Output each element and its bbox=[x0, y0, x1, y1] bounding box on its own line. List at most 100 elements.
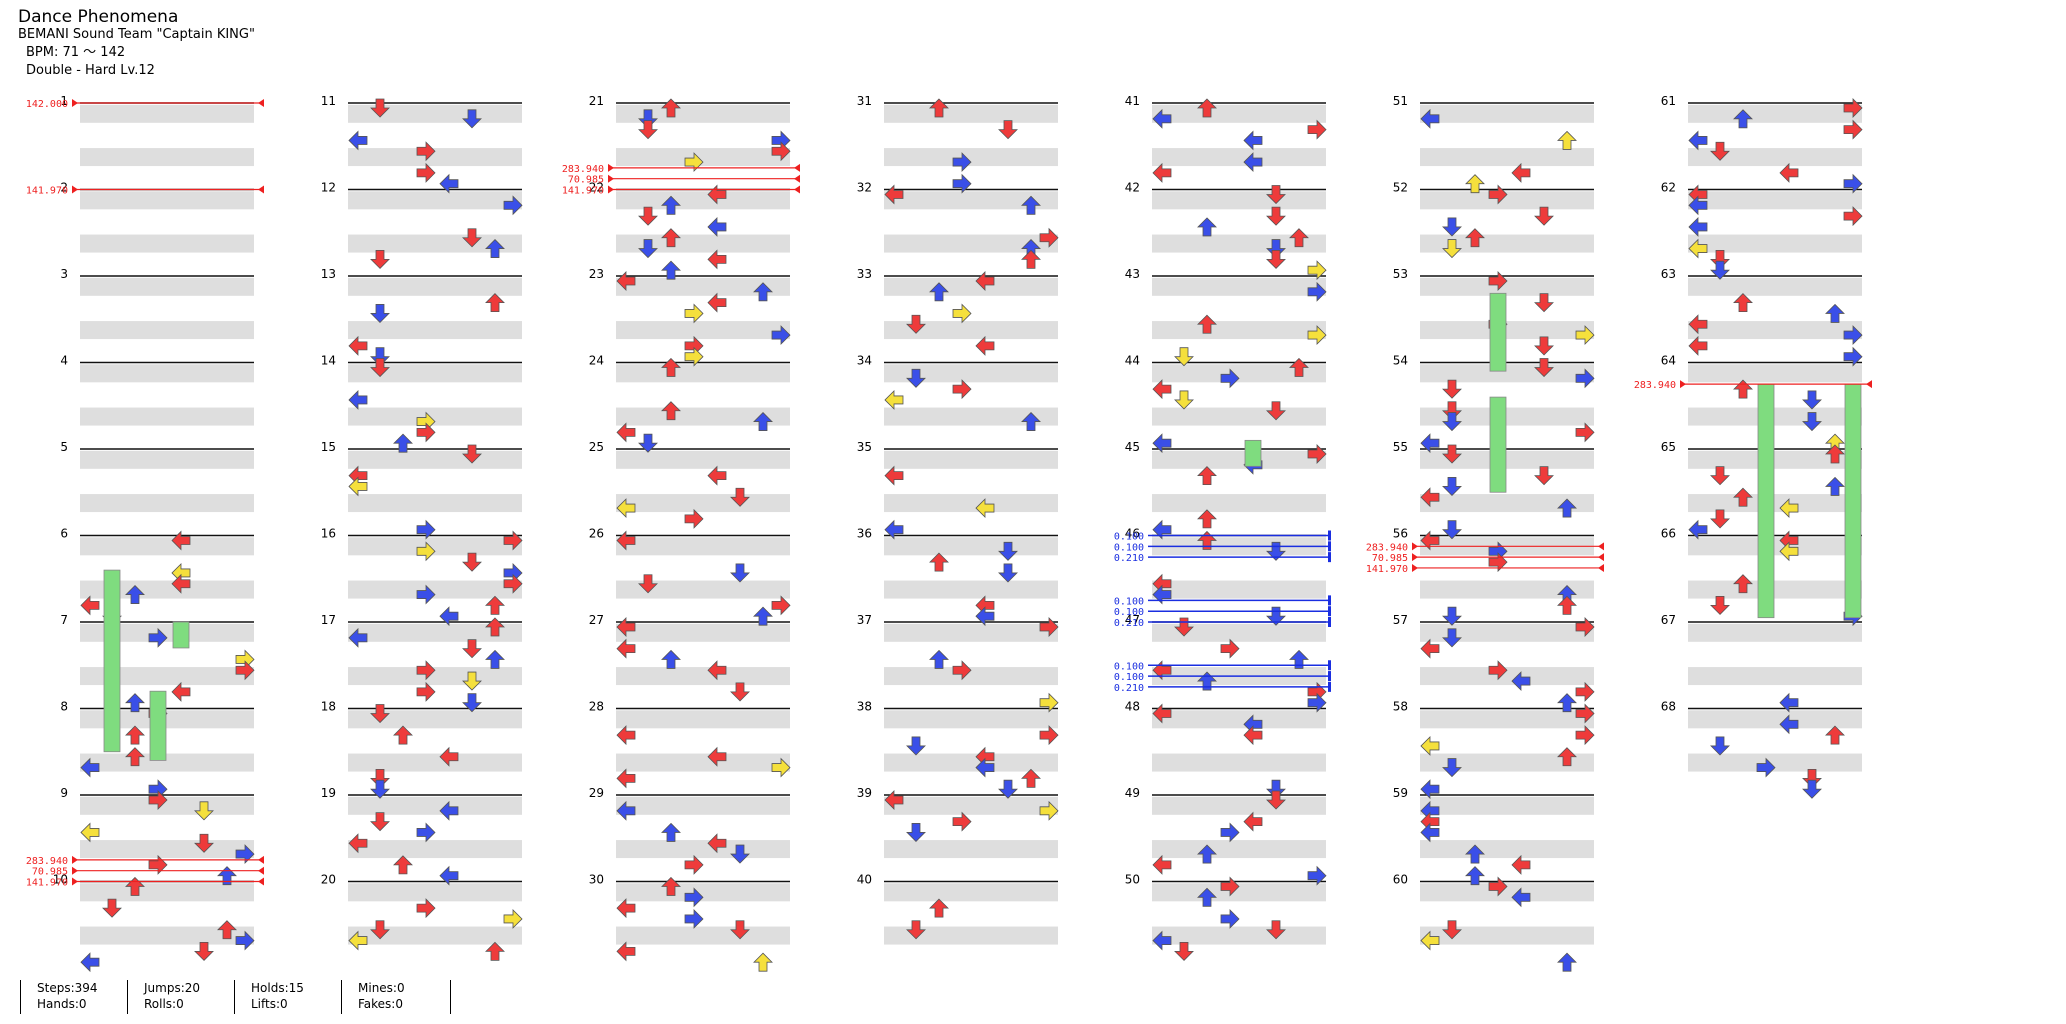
beat-stripe bbox=[1688, 710, 1862, 729]
measure-number: 13 bbox=[321, 267, 336, 281]
arrow-icon bbox=[1021, 411, 1041, 431]
beat-stripe bbox=[616, 840, 790, 859]
arrow-icon bbox=[148, 627, 168, 648]
arrow-icon bbox=[1152, 433, 1172, 454]
beat-stripe bbox=[884, 926, 1058, 945]
beat-stripe bbox=[616, 494, 790, 513]
arrow-icon bbox=[1465, 844, 1485, 864]
freeze-arrow-icon bbox=[172, 621, 190, 649]
bpm-change-label: 70.985 bbox=[32, 867, 68, 878]
arrow-icon bbox=[348, 476, 368, 497]
arrow-icon bbox=[616, 498, 636, 519]
arrow-icon bbox=[730, 682, 750, 702]
beat-stripe bbox=[1420, 407, 1594, 426]
rolls-count: Rolls:0 bbox=[144, 997, 184, 1011]
arrow-icon bbox=[1534, 206, 1554, 226]
measure-number: 48 bbox=[1125, 700, 1140, 714]
arrow-icon bbox=[1197, 509, 1217, 529]
measure-number: 42 bbox=[1125, 181, 1140, 195]
arrow-icon bbox=[661, 195, 681, 215]
measure-number: 65 bbox=[1661, 440, 1676, 454]
arrow-icon bbox=[661, 876, 681, 896]
arrow-icon bbox=[1779, 714, 1799, 735]
arrow-icon bbox=[684, 887, 704, 908]
arrow-icon bbox=[462, 109, 482, 129]
beat-stripe bbox=[884, 321, 1058, 340]
beat-stripe bbox=[884, 104, 1058, 123]
arrow-icon bbox=[439, 865, 459, 886]
arrow-icon bbox=[707, 833, 727, 854]
beat-stripe bbox=[1152, 623, 1326, 642]
beat-stripe bbox=[80, 364, 254, 383]
arrow-icon bbox=[416, 519, 436, 540]
stop-label: 0.100 bbox=[1114, 607, 1144, 618]
arrow-icon bbox=[1557, 130, 1577, 150]
beat-stripe bbox=[1420, 234, 1594, 253]
arrow-icon bbox=[80, 595, 100, 616]
beat-stripe bbox=[80, 883, 254, 902]
beat-stripe bbox=[348, 710, 522, 729]
arrow-icon bbox=[1557, 693, 1577, 713]
beat-stripe bbox=[80, 926, 254, 945]
arrow-icon bbox=[616, 530, 636, 551]
arrow-icon bbox=[929, 649, 949, 669]
arrow-icon bbox=[638, 433, 658, 453]
arrow-icon bbox=[462, 228, 482, 248]
arrow-icon bbox=[416, 660, 436, 681]
beat-stripe bbox=[348, 407, 522, 426]
beat-stripe bbox=[1152, 364, 1326, 383]
arrow-icon bbox=[975, 498, 995, 519]
beat-stripe bbox=[1688, 667, 1862, 686]
measure-number: 36 bbox=[857, 527, 872, 541]
measure-number: 34 bbox=[857, 354, 872, 368]
beat-stripe bbox=[80, 277, 254, 296]
beat-stripe bbox=[1688, 450, 1862, 469]
arrow-icon bbox=[707, 249, 727, 270]
bpm-change-label: 70.985 bbox=[568, 175, 604, 186]
arrow-icon bbox=[416, 822, 436, 843]
arrow-icon bbox=[102, 898, 122, 918]
freeze-arrow-icon bbox=[1489, 396, 1507, 493]
mines-count: Mines:0 bbox=[358, 981, 405, 995]
arrow-icon bbox=[952, 811, 972, 832]
arrow-icon bbox=[884, 519, 904, 540]
beat-stripe bbox=[80, 234, 254, 253]
arrow-icon bbox=[348, 627, 368, 648]
beat-stripe bbox=[884, 623, 1058, 642]
arrow-icon bbox=[707, 292, 727, 313]
arrow-icon bbox=[1039, 692, 1059, 713]
arrow-icon bbox=[929, 552, 949, 572]
beat-stripe bbox=[616, 710, 790, 729]
arrow-icon bbox=[1733, 293, 1753, 313]
arrow-icon bbox=[661, 98, 681, 118]
arrow-icon bbox=[1220, 876, 1240, 897]
beat-stripe bbox=[616, 623, 790, 642]
measure-number: 30 bbox=[589, 873, 604, 887]
beat-stripe bbox=[616, 234, 790, 253]
arrow-icon bbox=[1442, 239, 1462, 259]
arrow-icon bbox=[707, 746, 727, 767]
arrow-icon bbox=[1197, 314, 1217, 334]
arrow-icon bbox=[194, 801, 214, 821]
arrow-icon bbox=[416, 141, 436, 162]
arrow-icon bbox=[235, 844, 255, 865]
measure-number: 66 bbox=[1661, 527, 1676, 541]
arrow-icon bbox=[1307, 325, 1327, 346]
arrow-icon bbox=[1843, 173, 1863, 194]
arrow-icon bbox=[235, 660, 255, 681]
measure-number: 24 bbox=[589, 354, 604, 368]
arrow-icon bbox=[1465, 228, 1485, 248]
beat-stripe bbox=[884, 537, 1058, 556]
arrow-icon bbox=[1021, 249, 1041, 269]
beat-stripe bbox=[1152, 926, 1326, 945]
measure-number: 50 bbox=[1125, 873, 1140, 887]
arrow-icon bbox=[1442, 401, 1462, 421]
arrow-icon bbox=[1197, 887, 1217, 907]
beat-stripe bbox=[1420, 321, 1594, 340]
arrow-icon bbox=[684, 854, 704, 875]
arrow-icon bbox=[1511, 887, 1531, 908]
beat-stripe bbox=[1420, 450, 1594, 469]
arrow-icon bbox=[771, 141, 791, 162]
measure-number: 26 bbox=[589, 527, 604, 541]
beat-stripe bbox=[1688, 623, 1862, 642]
